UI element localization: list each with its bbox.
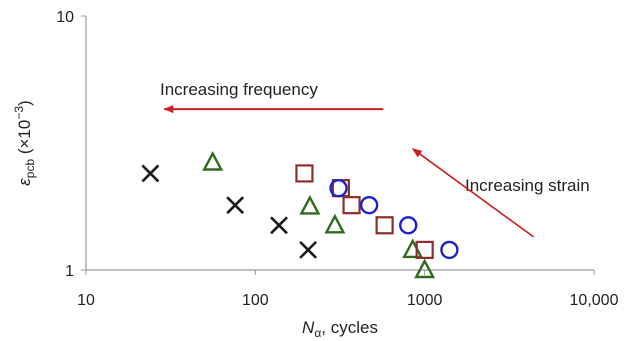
triangle-marker [324, 213, 346, 234]
y-tick-label: 10 [56, 9, 74, 26]
x-marker [226, 196, 245, 215]
y-tick-label: 1 [65, 263, 74, 280]
x-tick-label: 100 [242, 292, 269, 309]
square-marker [295, 164, 314, 183]
x-marker [270, 216, 288, 235]
circle-marker [399, 216, 418, 235]
x-tick-label: 10,000 [570, 292, 619, 309]
triangle-marker [202, 150, 224, 171]
circle-marker [440, 240, 459, 260]
annotation-frequency: Increasing frequency [160, 80, 384, 114]
circle-marker [359, 195, 379, 215]
square-marker [342, 196, 361, 215]
strain-arrow [411, 148, 535, 238]
annotation-strain: Increasing strain [411, 148, 590, 238]
x-marker [141, 164, 160, 183]
annotation-strain-text: Increasing strain [465, 176, 590, 195]
triangle-marker [414, 258, 436, 279]
y-axis-title: εpcb (×10−3) [12, 100, 37, 185]
annotation-frequency-text: Increasing frequency [160, 80, 318, 99]
marks-layer [141, 150, 459, 279]
x-marker [299, 240, 318, 259]
square-marker [415, 240, 434, 259]
x-tick-label: 10 [77, 292, 95, 309]
x-axis-title: Nα, cycles [302, 318, 378, 340]
x-tick-label: 1000 [407, 292, 443, 309]
triangle-marker [402, 238, 424, 259]
triangle-marker [299, 194, 321, 215]
square-marker [375, 216, 394, 235]
circle-marker [329, 178, 348, 198]
